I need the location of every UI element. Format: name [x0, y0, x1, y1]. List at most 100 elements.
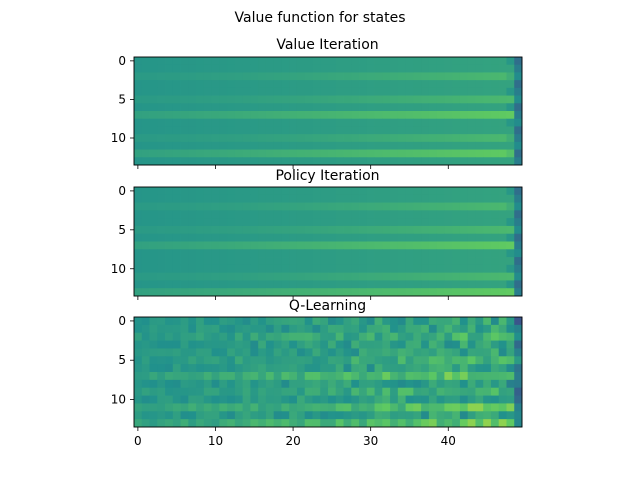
heatmap-cell [219, 403, 228, 412]
heatmap-cell [343, 264, 352, 274]
x-tick-label: 20 [285, 434, 300, 448]
heatmap-cell [366, 233, 375, 242]
heatmap-cell [413, 126, 422, 135]
heatmap-cell [134, 87, 143, 96]
heatmap-cell [452, 157, 461, 166]
heatmap-cell [459, 411, 469, 420]
heatmap-cell [180, 348, 189, 357]
heatmap-cell [444, 379, 453, 389]
heatmap-cell [397, 149, 406, 158]
heatmap-cell [265, 141, 275, 150]
heatmap-cell [250, 149, 259, 158]
heatmap-cell [467, 317, 476, 326]
heatmap-cell [436, 157, 445, 166]
heatmap-cell [421, 202, 430, 211]
heatmap-cell [296, 379, 306, 389]
heatmap-cell [444, 419, 453, 428]
heatmap-cell [444, 210, 453, 219]
heatmap-cell [382, 194, 391, 203]
heatmap-cell [483, 324, 492, 334]
heatmap-cell [227, 372, 236, 381]
heatmap-cell [180, 194, 189, 203]
heatmap-cell [242, 379, 251, 389]
heatmap-cell [351, 272, 360, 281]
heatmap-cell [335, 257, 344, 266]
heatmap-cell [141, 57, 150, 66]
heatmap-cell [265, 233, 275, 242]
heatmap-cell [149, 225, 158, 235]
heatmap-cell [506, 264, 515, 274]
heatmap-cell [390, 403, 399, 412]
heatmap-cell [149, 80, 158, 89]
heatmap-cell [203, 332, 212, 341]
heatmap-cell [351, 149, 360, 158]
heatmap-cell [196, 419, 205, 428]
heatmap-cell [320, 210, 329, 219]
heatmap-cell [390, 364, 399, 373]
heatmap-cell [281, 332, 290, 341]
heatmap-cell [467, 111, 476, 120]
heatmap-cell [281, 210, 290, 219]
heatmap-cell [281, 324, 290, 334]
heatmap-cell [242, 187, 251, 196]
heatmap-cell [219, 241, 228, 250]
heatmap-cell [320, 111, 329, 120]
heatmap-cell [490, 249, 500, 258]
heatmap-cell [312, 72, 321, 81]
heatmap-cell [296, 87, 306, 96]
heatmap-cell [452, 403, 461, 412]
heatmap-cell [258, 194, 267, 203]
heatmap-cell [382, 111, 391, 120]
heatmap-cell [452, 332, 461, 341]
x-tick-label: 40 [441, 434, 456, 448]
heatmap-cell [506, 202, 515, 211]
heatmap-cell [514, 249, 523, 258]
heatmap-cell [405, 57, 414, 66]
heatmap-cell [180, 411, 189, 420]
heatmap-cell [289, 272, 298, 281]
heatmap-cell [203, 126, 212, 135]
axes-frame [133, 316, 523, 428]
heatmap-cell [359, 149, 368, 158]
heatmap-cell [498, 57, 507, 66]
heatmap-cell [157, 272, 166, 281]
heatmap-cell [196, 103, 205, 112]
heatmap-cell [180, 87, 189, 96]
heatmap-cell [359, 72, 368, 81]
heatmap-cell [390, 149, 399, 158]
heatmap-cell [452, 340, 461, 349]
heatmap-cell [165, 141, 174, 150]
heatmap-cell [196, 149, 205, 158]
heatmap-cell [149, 332, 158, 341]
heatmap-cell [219, 95, 228, 104]
heatmap-cell [281, 134, 290, 143]
heatmap-cell [405, 264, 414, 274]
heatmap-cell [203, 225, 212, 235]
heatmap-cell [351, 288, 360, 297]
heatmap-cell [134, 348, 143, 357]
heatmap-cell [188, 80, 197, 89]
heatmap-cell [265, 280, 275, 289]
heatmap-cell [467, 87, 476, 96]
heatmap-cell [219, 356, 228, 365]
heatmap-cell [351, 87, 360, 96]
heatmap-cell [498, 372, 507, 381]
heatmap-cell [180, 225, 189, 235]
heatmap-cell [281, 241, 290, 250]
heatmap-cell [351, 157, 360, 166]
heatmap-cell [320, 202, 329, 211]
heatmap-cell [483, 280, 492, 289]
heatmap-cell [328, 317, 337, 326]
heatmap-cell [405, 149, 414, 158]
heatmap-cell [452, 187, 461, 196]
heatmap-cell [382, 126, 391, 135]
heatmap-cell [250, 379, 259, 389]
heatmap-cell [397, 348, 406, 357]
heatmap-cell [328, 118, 337, 127]
heatmap-cell [397, 95, 406, 104]
heatmap-cell [421, 411, 430, 420]
heatmap-cell [258, 87, 267, 96]
heatmap-cell [359, 187, 368, 196]
heatmap-cell [335, 233, 344, 242]
heatmap-cell [405, 134, 414, 143]
